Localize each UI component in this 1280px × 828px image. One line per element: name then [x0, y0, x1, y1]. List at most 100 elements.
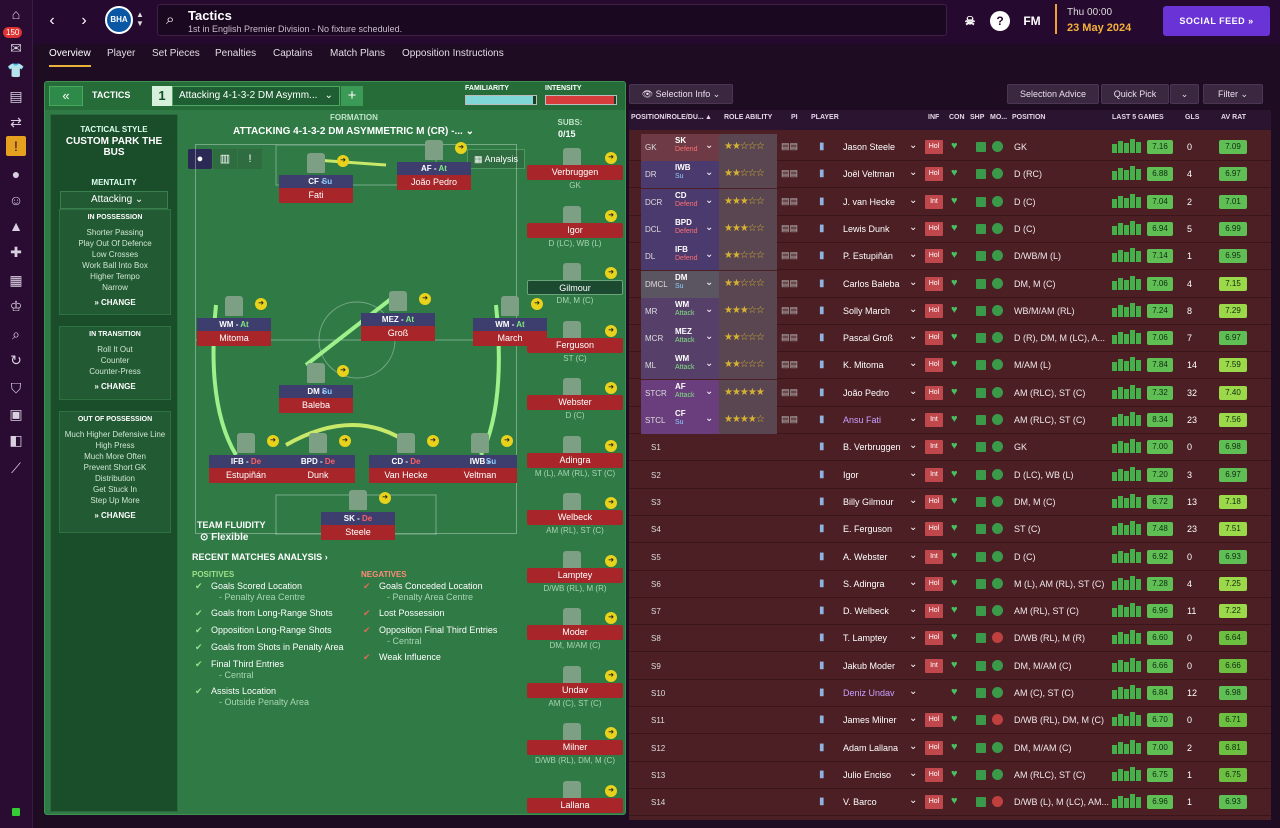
player-name[interactable]: Jakub Moder — [843, 660, 896, 671]
pi-icon[interactable]: ▤▤ — [781, 304, 799, 315]
chevron-down-icon[interactable]: ⌄ — [909, 303, 918, 315]
table-row[interactable]: BPD Defend DCL ⌄ ★★★☆☆ ▤▤ ▮ Lewis Dunk ⌄ Hol ♥ D (C… — [629, 215, 1271, 243]
search-bar[interactable]: ⌕ Tactics 1st in English Premier Divisio… — [157, 4, 947, 36]
table-row[interactable]: S11 ▮ James Milner ⌄ Hol ♥ D/WB (RL), DM, M (C… — [629, 707, 1271, 735]
training-icon[interactable]: ▲ — [9, 218, 23, 234]
chevron-down-icon[interactable]: ⌄ — [909, 658, 918, 670]
player-name[interactable]: Pascal Groß — [843, 333, 894, 344]
col-position[interactable]: POSITION — [1012, 114, 1046, 121]
analysis-button[interactable]: ▦ Analysis — [467, 149, 525, 169]
table-row[interactable]: WM Attack ML ⌄ ★★☆☆☆ ▤▤ ▮ K. Mitoma ⌄ Hol ♥ M/AM (L… — [629, 352, 1271, 380]
player-name[interactable]: J. van Hecke — [843, 196, 896, 207]
player-name[interactable]: Estupiñán — [209, 468, 283, 483]
table-row[interactable]: S13 ▮ Julio Enciso ⌄ Hol ♥ AM (RLC), ST (C) 6.7… — [629, 762, 1271, 789]
analysis-item[interactable]: ✔ Opposition Final Third Entries — [363, 625, 528, 635]
pitch-player[interactable]: BPD - De Dunk — [281, 455, 355, 483]
analysis-item[interactable]: ✔ Goals from Shots in Penalty Area — [195, 642, 365, 652]
role-cell[interactable]: WM Attack MR ⌄ — [641, 297, 719, 325]
sub-player[interactable]: Adingra M (L), AM (RL), ST (C) — [527, 452, 623, 478]
player-instruction-icon[interactable]: ➜ — [267, 435, 279, 447]
chevron-down-icon[interactable]: ⌄ — [705, 167, 714, 179]
player-name[interactable]: T. Lamptey — [843, 633, 888, 644]
pi-icon[interactable]: ▤▤ — [781, 332, 799, 343]
col-av-rat[interactable]: AV RAT — [1221, 114, 1247, 121]
chevron-down-icon[interactable]: ⌄ — [909, 385, 918, 397]
player-name[interactable]: D. Welbeck — [843, 606, 889, 617]
chevron-down-icon[interactable]: ⌄ — [909, 631, 918, 643]
sub-player[interactable]: Milner D/WB (RL), DM, M (C) — [527, 740, 623, 765]
in-transition-change-button[interactable]: » CHANGE — [94, 382, 136, 391]
tab-player[interactable]: Player — [107, 48, 136, 59]
player-role[interactable]: DM - Su — [279, 385, 353, 398]
club-crest[interactable]: BHA — [105, 6, 133, 34]
col-role-ability[interactable]: ROLE ABILITY — [724, 114, 773, 121]
back-arrow-icon[interactable]: ‹ — [49, 12, 55, 29]
pitch-player[interactable]: WM - At Mitoma — [197, 318, 271, 346]
fm-logo[interactable]: FM — [1023, 14, 1041, 28]
instruction-item[interactable]: Play Out Of Defence — [78, 239, 152, 248]
chevron-down-icon[interactable]: ⌄ — [909, 167, 918, 179]
instruction-item[interactable]: Roll It Out — [97, 345, 133, 354]
reports-icon[interactable]: ⟋ — [11, 460, 21, 476]
tab-opposition-instructions[interactable]: Opposition Instructions — [402, 48, 504, 59]
crest-switch-icon[interactable]: ▲ ▼ — [136, 10, 144, 28]
recent-matches-title[interactable]: RECENT MATCHES ANALYSIS › — [192, 552, 328, 562]
player-name[interactable]: Veltman — [443, 468, 517, 483]
sub-name[interactable]: Lamptey — [527, 567, 623, 583]
help-icon[interactable]: ? — [990, 11, 1010, 31]
data-hub-icon[interactable]: ● — [11, 166, 21, 182]
player-name[interactable]: Ansu Fati — [843, 415, 882, 425]
player-name[interactable]: S. Adingra — [843, 578, 885, 589]
game-date[interactable]: Thu 00:00 23 May 2024 — [1055, 4, 1131, 34]
chevron-down-icon[interactable]: ⌄ — [705, 276, 714, 288]
player-name[interactable]: Carlos Baleba — [843, 278, 900, 289]
player-instruction-icon[interactable]: ➜ — [605, 439, 617, 452]
player-instruction-icon[interactable]: ➜ — [337, 365, 349, 377]
table-row[interactable]: S5 ▮ A. Webster ⌄ Int ♥ D (C) 6.92 0 6.93 — [629, 544, 1271, 571]
player-role[interactable]: BPD - De — [281, 455, 355, 468]
player-name[interactable]: Dunk — [281, 468, 355, 483]
table-row[interactable]: DM Su DMCL ⌄ ★★☆☆☆ ▤▤ ▮ Carlos Baleba ⌄ Hol ♥ DM, M… — [629, 270, 1271, 298]
instruction-item[interactable]: Counter-Press — [89, 367, 141, 376]
add-tactic-button[interactable]: + — [341, 86, 363, 106]
team-fluidity-value[interactable]: ⊙ Flexible — [200, 532, 249, 543]
player-name[interactable]: Fati — [279, 188, 353, 203]
player-name[interactable]: P. Estupiñán — [843, 251, 893, 262]
col-inf[interactable]: INF — [928, 114, 940, 121]
table-row[interactable]: S6 ▮ S. Adingra ⌄ Hol ♥ M (L), AM (RL), ST (C)… — [629, 571, 1271, 598]
player-name[interactable]: Julio Enciso — [843, 769, 892, 780]
analysis-item[interactable]: ✔ Final Third Entries — [195, 659, 365, 669]
player-instruction-icon[interactable]: ➜ — [337, 155, 349, 167]
pitch-player[interactable]: MEZ - At Groß — [361, 313, 435, 341]
player-name[interactable]: A. Webster — [843, 551, 888, 562]
forward-arrow-icon[interactable]: › — [81, 12, 87, 29]
pitch-player[interactable]: DM - Su Baleba — [279, 385, 353, 413]
player-role[interactable]: WM - At — [197, 318, 271, 331]
player-instruction-icon[interactable]: ➜ — [605, 612, 617, 624]
table-row[interactable]: IFB Defend DL ⌄ ★★☆☆☆ ▤▤ ▮ P. Estupiñán ⌄ Hol ♥ D/W… — [629, 243, 1271, 271]
chevron-down-icon[interactable]: ⌄ — [909, 494, 918, 506]
sub-player[interactable]: Igor D (LC), WB (L) — [527, 222, 623, 248]
table-row[interactable]: IWB Su DR ⌄ ★★☆☆☆ ▤▤ ▮ Joël Veltman ⌄ Hol ♥ D (RC) 6… — [629, 161, 1271, 189]
table-row[interactable]: S4 ▮ E. Ferguson ⌄ Hol ♥ ST (C) 7.48 23 7.51 — [629, 516, 1271, 544]
tactic-slot[interactable]: 1 — [152, 86, 172, 106]
skull-icon[interactable]: ☠ — [964, 14, 976, 28]
in-possession-change-button[interactable]: » CHANGE — [94, 298, 136, 307]
table-row[interactable]: S14 ▮ V. Barco ⌄ Hol ♥ D/WB (L), M (LC), AM...… — [629, 789, 1271, 817]
chevron-down-icon[interactable]: ⌄ — [909, 795, 918, 807]
selection-advice-button[interactable]: Selection Advice — [1007, 84, 1099, 104]
player-instruction-icon[interactable]: ➜ — [531, 298, 543, 310]
pi-icon[interactable]: ▤▤ — [781, 414, 799, 424]
sub-name[interactable]: Adingra — [527, 452, 623, 468]
chevron-down-icon[interactable]: ⌄ — [705, 249, 714, 261]
analysis-item[interactable]: ✔ Opposition Long-Range Shots — [195, 625, 365, 635]
player-role[interactable]: CD - De — [369, 455, 443, 468]
sub-name[interactable]: Verbruggen — [527, 165, 623, 180]
sub-player[interactable]: Moder DM, M/AM (C) — [527, 625, 623, 650]
recruitment-icon[interactable]: ↻ — [10, 352, 22, 368]
role-cell[interactable]: CF Su STCL ⌄ — [641, 407, 719, 434]
role-cell[interactable]: CD Defend DCR ⌄ — [641, 188, 719, 216]
pitch-player[interactable]: SK - De Steele — [321, 512, 395, 540]
formation-name[interactable]: ATTACKING 4-1-3-2 DM ASYMMETRIC M (CR) -… — [233, 126, 474, 137]
player-name[interactable]: K. Mitoma — [843, 360, 884, 371]
